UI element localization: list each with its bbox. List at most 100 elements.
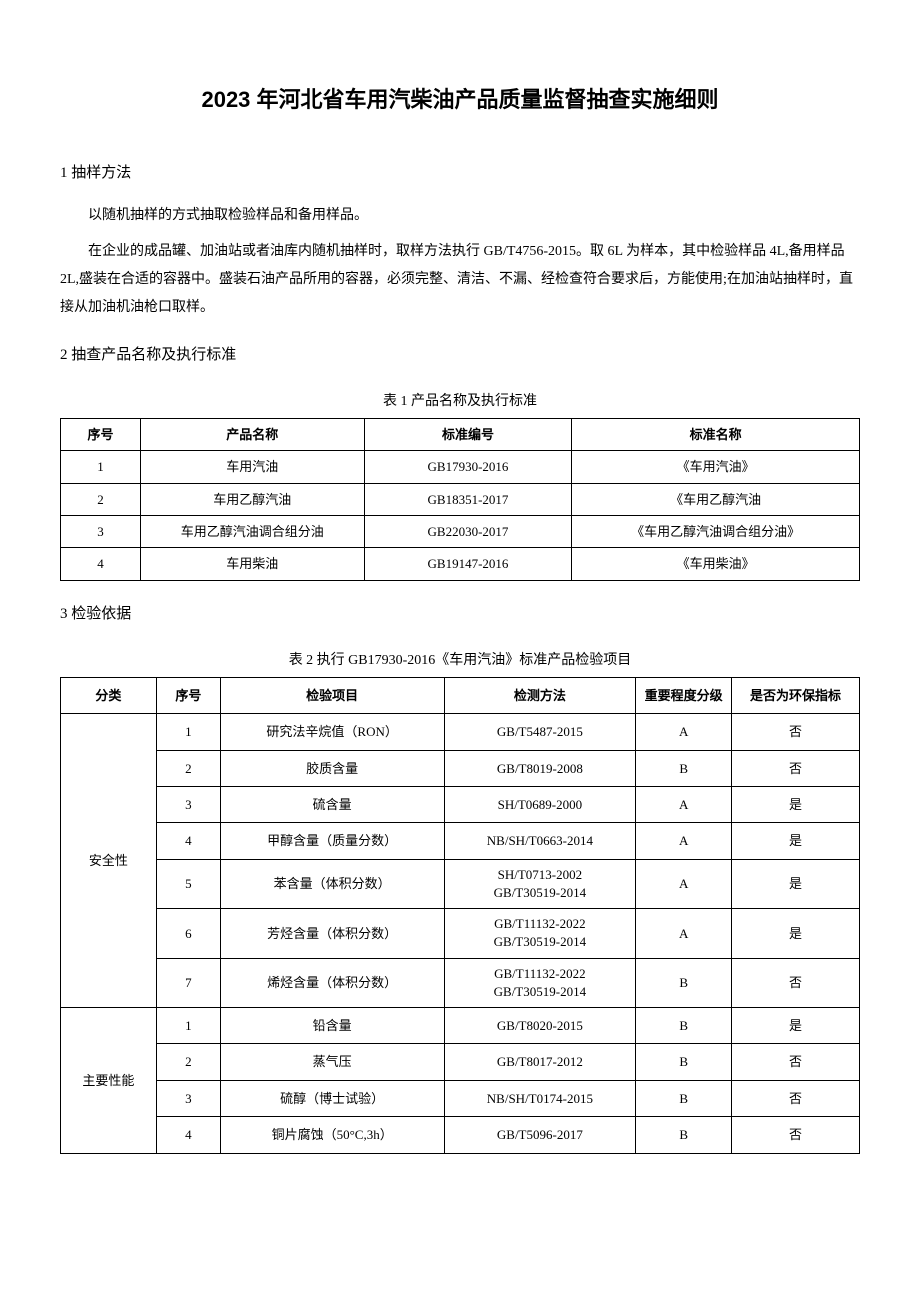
table-cell: 《车用汽油》 [572, 451, 860, 483]
table-cell: 《车用柴油》 [572, 548, 860, 580]
table-cell: 烯烃含量（体积分数） [220, 958, 444, 1007]
section1-para2: 在企业的成品罐、加油站或者油库内随机抽样时，取样方法执行 GB/T4756-20… [60, 238, 860, 322]
table-cell: GB22030-2017 [364, 515, 572, 547]
table1-header-row: 序号 产品名称 标准编号 标准名称 [61, 418, 860, 450]
table-cell: 否 [732, 714, 860, 750]
table-cell: 车用乙醇汽油 [140, 483, 364, 515]
document-title: 2023 年河北省车用汽柴油产品质量监督抽查实施细则 [60, 80, 860, 120]
table-cell: B [636, 1044, 732, 1080]
table-cell: 胶质含量 [220, 750, 444, 786]
table-cell: 研究法辛烷值（RON） [220, 714, 444, 750]
table2-header-row: 分类 序号 检验项目 检测方法 重要程度分级 是否为环保指标 [61, 677, 860, 713]
table-cell: 《车用乙醇汽油调合组分油》 [572, 515, 860, 547]
table-cell: A [636, 859, 732, 908]
table-cell: 5 [156, 859, 220, 908]
table-cell: 3 [156, 1080, 220, 1116]
table-cell: 否 [732, 1117, 860, 1153]
table1: 序号 产品名称 标准编号 标准名称 1 车用汽油 GB17930-2016 《车… [60, 418, 860, 581]
table-cell: 6 [156, 909, 220, 958]
table2-header-cell: 重要程度分级 [636, 677, 732, 713]
table-row: 1 车用汽油 GB17930-2016 《车用汽油》 [61, 451, 860, 483]
table-row: 主要性能 1 铅含量 GB/T8020-2015 B 是 [61, 1008, 860, 1044]
table-cell: B [636, 750, 732, 786]
table-cell: B [636, 1117, 732, 1153]
table-row: 2 胶质含量 GB/T8019-2008 B 否 [61, 750, 860, 786]
table1-header-cell: 序号 [61, 418, 141, 450]
table-cell: GB19147-2016 [364, 548, 572, 580]
table-cell: A [636, 714, 732, 750]
table-row: 5 苯含量（体积分数） SH/T0713-2002GB/T30519-2014 … [61, 859, 860, 908]
table-cell: A [636, 823, 732, 859]
table-cell: 是 [732, 823, 860, 859]
table-cell: 《车用乙醇汽油 [572, 483, 860, 515]
table-cell: SH/T0689-2000 [444, 787, 636, 823]
table2: 分类 序号 检验项目 检测方法 重要程度分级 是否为环保指标 安全性 1 研究法… [60, 677, 860, 1154]
table-cell: 否 [732, 958, 860, 1007]
table-cell: 4 [156, 823, 220, 859]
table-cell: GB/T5096-2017 [444, 1117, 636, 1153]
table-cell: GB/T8019-2008 [444, 750, 636, 786]
table1-header-cell: 标准名称 [572, 418, 860, 450]
table-cell: B [636, 1080, 732, 1116]
table-cell: 是 [732, 1008, 860, 1044]
table-cell: 车用乙醇汽油调合组分油 [140, 515, 364, 547]
table-cell: 否 [732, 750, 860, 786]
table-row: 4 铜片腐蚀（50°C,3h） GB/T5096-2017 B 否 [61, 1117, 860, 1153]
table-cell: SH/T0713-2002GB/T30519-2014 [444, 859, 636, 908]
table-cell: GB/T11132-2022GB/T30519-2014 [444, 909, 636, 958]
table-cell: 2 [156, 1044, 220, 1080]
table-row: 7 烯烃含量（体积分数） GB/T11132-2022GB/T30519-201… [61, 958, 860, 1007]
table-cell: 7 [156, 958, 220, 1007]
table1-caption: 表 1 产品名称及执行标准 [60, 389, 860, 414]
table-cell: 硫醇（博士试验） [220, 1080, 444, 1116]
table-cell: 2 [156, 750, 220, 786]
table-cell: 1 [61, 451, 141, 483]
table-cell: 4 [156, 1117, 220, 1153]
table-cell: B [636, 1008, 732, 1044]
table-cell: NB/SH/T0174-2015 [444, 1080, 636, 1116]
table-cell: 是 [732, 909, 860, 958]
table-cell: GB/T5487-2015 [444, 714, 636, 750]
table1-header-cell: 标准编号 [364, 418, 572, 450]
table-row: 安全性 1 研究法辛烷值（RON） GB/T5487-2015 A 否 [61, 714, 860, 750]
table-cell: 1 [156, 1008, 220, 1044]
table-cell: 否 [732, 1080, 860, 1116]
table-cell: 铜片腐蚀（50°C,3h） [220, 1117, 444, 1153]
table-row: 3 硫醇（博士试验） NB/SH/T0174-2015 B 否 [61, 1080, 860, 1116]
table-cell: 是 [732, 787, 860, 823]
table-cell: 车用柴油 [140, 548, 364, 580]
table-cell: NB/SH/T0663-2014 [444, 823, 636, 859]
section1-para1: 以随机抽样的方式抽取检验样品和备用样品。 [60, 202, 860, 230]
table-cell: 甲醇含量（质量分数） [220, 823, 444, 859]
table-cell: 1 [156, 714, 220, 750]
table-cell: 车用汽油 [140, 451, 364, 483]
table-cell: GB18351-2017 [364, 483, 572, 515]
section1-heading: 1 抽样方法 [60, 160, 860, 187]
table-cell: GB/T11132-2022GB/T30519-2014 [444, 958, 636, 1007]
table-cell: A [636, 909, 732, 958]
table-cell: GB17930-2016 [364, 451, 572, 483]
table-row: 3 硫含量 SH/T0689-2000 A 是 [61, 787, 860, 823]
table2-header-cell: 分类 [61, 677, 157, 713]
section3-heading: 3 检验依据 [60, 601, 860, 628]
table-row: 2 车用乙醇汽油 GB18351-2017 《车用乙醇汽油 [61, 483, 860, 515]
table-row: 4 车用柴油 GB19147-2016 《车用柴油》 [61, 548, 860, 580]
table-row: 2 蒸气压 GB/T8017-2012 B 否 [61, 1044, 860, 1080]
table-row: 3 车用乙醇汽油调合组分油 GB22030-2017 《车用乙醇汽油调合组分油》 [61, 515, 860, 547]
table2-caption: 表 2 执行 GB17930-2016《车用汽油》标准产品检验项目 [60, 648, 860, 673]
table-cell: 3 [156, 787, 220, 823]
table-cell: 是 [732, 859, 860, 908]
table-cell: 否 [732, 1044, 860, 1080]
table-cell: 2 [61, 483, 141, 515]
table-cell: GB/T8020-2015 [444, 1008, 636, 1044]
table-cell: B [636, 958, 732, 1007]
table-cell: 苯含量（体积分数） [220, 859, 444, 908]
table-row: 4 甲醇含量（质量分数） NB/SH/T0663-2014 A 是 [61, 823, 860, 859]
table-cell: 3 [61, 515, 141, 547]
table-cell: 铅含量 [220, 1008, 444, 1044]
table-cell: 芳烃含量（体积分数） [220, 909, 444, 958]
table-cell: 硫含量 [220, 787, 444, 823]
table-cell: GB/T8017-2012 [444, 1044, 636, 1080]
table-cell: 4 [61, 548, 141, 580]
table-cell: 蒸气压 [220, 1044, 444, 1080]
